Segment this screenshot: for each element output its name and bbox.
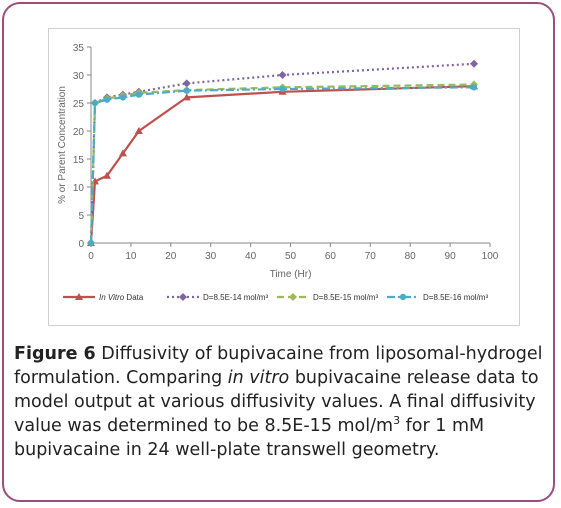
- x-tick-label: 60: [325, 251, 337, 262]
- caption-text-3: for 1 mM bupivacaine in 24 well-plate tr…: [14, 416, 485, 460]
- y-tick-label: 20: [73, 127, 85, 138]
- y-tick-label: 5: [78, 211, 84, 222]
- y-tick-label: 10: [73, 183, 85, 194]
- legend-item-2: D=8.5E-14 mol/m³: [167, 293, 268, 302]
- x-tick-label: 100: [482, 251, 499, 262]
- series-line: [89, 86, 475, 244]
- y-tick-label: 0: [78, 239, 84, 250]
- data-point: [135, 91, 143, 98]
- x-tick-label: 40: [245, 251, 257, 262]
- y-tick-label: 35: [73, 43, 85, 54]
- legend-label-italic: In Vitro: [99, 293, 125, 302]
- series-3: [87, 80, 479, 247]
- data-point: [182, 93, 191, 101]
- x-tick-label: 80: [405, 251, 417, 262]
- x-tick-label: 30: [205, 251, 217, 262]
- caption-superscript: 3: [393, 414, 401, 428]
- data-point: [87, 239, 95, 247]
- y-tick-label: 25: [73, 99, 85, 110]
- caption-text-1: Diffusivity of bupivacaine from liposoma…: [14, 344, 543, 388]
- series-line: [89, 85, 475, 244]
- y-tick-label: 30: [73, 71, 85, 82]
- legend-item-3: D=8.5E-15 mol/m³: [277, 293, 378, 302]
- caption-text-2: bupivacaine release data to model output…: [14, 368, 539, 436]
- figure-caption: Figure 6 Diffusivity of bupivacaine from…: [14, 342, 544, 462]
- data-point: [470, 59, 479, 68]
- caption-italic: in vitro: [227, 368, 290, 388]
- x-tick-label: 70: [365, 251, 377, 262]
- legend-label-rest: Data: [124, 293, 144, 302]
- data-point: [119, 94, 127, 101]
- line-chart: 0 5 10 15 20 25 30 35 0 10 20 30 40 50 60 70 80 90 100 Time…: [57, 43, 499, 302]
- legend-item-1: In Vitro Data: [63, 293, 144, 302]
- legend-item-4: D=8.5E-16 mol/m³: [387, 293, 488, 302]
- data-point: [103, 96, 111, 103]
- series-1: [87, 82, 479, 246]
- legend-label: D=8.5E-16 mol/m³: [423, 293, 488, 302]
- data-point: [183, 87, 190, 94]
- series-line: [89, 83, 475, 244]
- legend-label: D=8.5E-14 mol/m³: [203, 293, 268, 302]
- data-point: [118, 149, 127, 157]
- x-tick-label: 10: [125, 251, 137, 262]
- legend-marker: [75, 293, 83, 300]
- data-point: [91, 99, 99, 107]
- data-point: [279, 85, 286, 93]
- data-point: [182, 79, 191, 88]
- legend-label: In Vitro Data: [99, 293, 144, 302]
- x-tick-label: 20: [165, 251, 177, 262]
- legend-marker: [399, 293, 407, 301]
- y-axis-title: % or Parent Concentration: [57, 86, 68, 204]
- x-tick-label: 0: [88, 251, 94, 262]
- data-point: [102, 171, 111, 179]
- series-4: [87, 84, 478, 247]
- x-tick-label: 90: [445, 251, 457, 262]
- data-point: [134, 127, 143, 134]
- data-point: [278, 71, 287, 79]
- legend-marker: [289, 293, 297, 301]
- x-axis-title: Time (Hr): [270, 269, 312, 280]
- legend-marker: [179, 293, 187, 301]
- chart-container: 0 5 10 15 20 25 30 35 0 10 20 30 40 50 60 70 80 90 100 Time…: [48, 28, 520, 326]
- figure-label: Figure 6: [14, 344, 96, 364]
- y-tick-label: 15: [73, 155, 85, 166]
- data-point: [470, 84, 478, 91]
- x-tick-label: 50: [285, 251, 297, 262]
- legend-label: D=8.5E-15 mol/m³: [313, 293, 378, 302]
